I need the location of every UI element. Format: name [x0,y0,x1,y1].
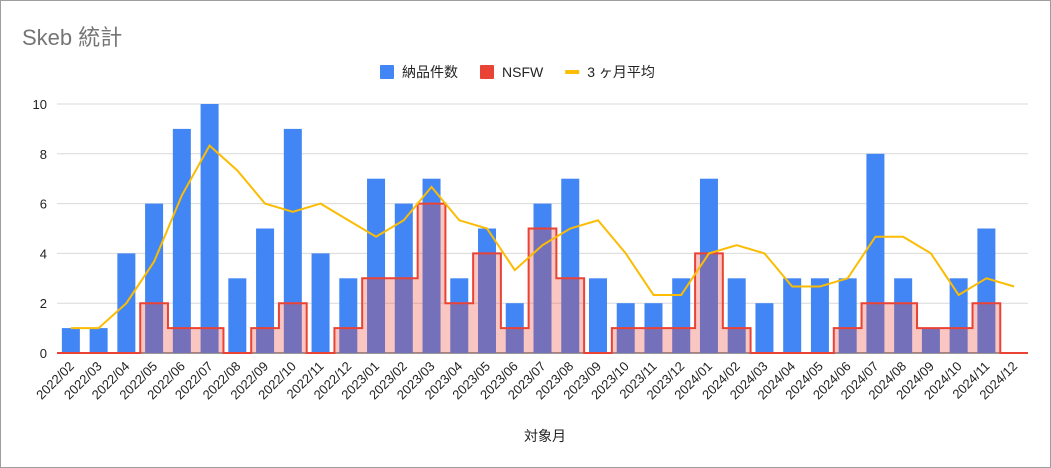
bar-2023/03 [422,178,441,353]
bar-2022/11 [311,253,330,353]
bar-2022/03 [89,328,108,353]
bar-2023/01 [367,178,386,353]
bar-2023/05 [478,228,497,353]
bar-2023/07 [533,203,552,353]
y-tick-label: 8 [40,147,47,162]
bar-2024/11 [977,228,996,353]
bar-2024/10 [949,278,968,353]
legend-line-swatch [565,70,580,74]
y-tick-label: 6 [40,197,47,212]
bar-2024/09 [921,328,940,353]
nsfw-area [57,203,1028,353]
bar-2023/12 [672,278,691,353]
bar-2023/09 [588,278,607,353]
legend-label: 3 ヶ月平均 [587,64,655,80]
y-tick-label: 10 [33,97,47,112]
bar-2022/10 [283,128,302,353]
average-line [70,144,1015,330]
bar-2024/01 [699,178,718,353]
chart-title: Skeb 統計 [22,25,123,50]
bar-2024/03 [755,303,774,353]
bar-2024/05 [810,278,829,353]
y-tick-label: 4 [40,246,47,261]
legend-label: NSFW [502,64,544,80]
bar-2023/08 [561,178,580,353]
y-tick-label: 0 [40,346,47,361]
x-axis-title: 対象月 [524,428,566,444]
bar-2023/04 [450,278,469,353]
legend-swatch [380,65,394,79]
bar-2022/02 [61,328,80,353]
bar-2024/02 [727,278,746,353]
bar-2022/05 [145,203,164,353]
y-tick-label: 2 [40,296,47,311]
bar-2022/09 [256,228,275,353]
legend-swatch [480,65,494,79]
bar-2022/08 [228,278,247,353]
bar-2024/08 [894,278,913,353]
legend-label: 納品件数 [402,64,458,80]
bar-2022/07 [200,104,219,353]
bar-2024/04 [783,278,802,353]
bar-2024/06 [838,278,857,353]
bar-2022/12 [339,278,358,353]
bar-2022/06 [172,128,191,353]
nsfw-step-line [57,202,1028,354]
